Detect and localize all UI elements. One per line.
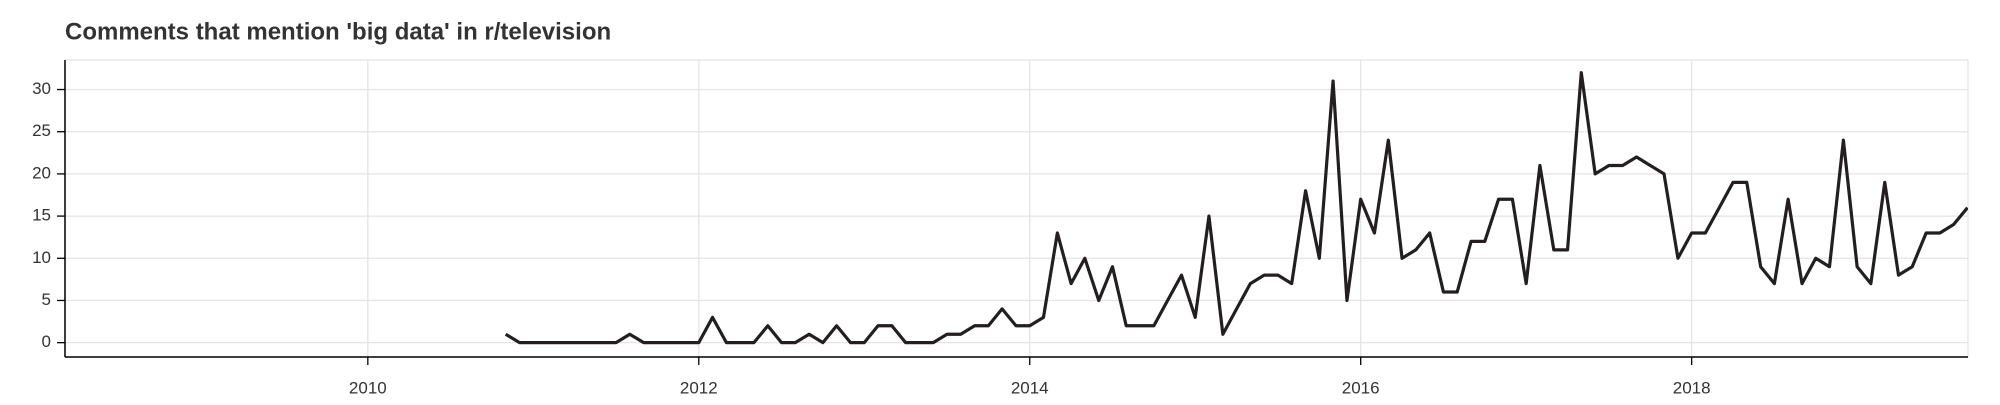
data-line [504, 71, 1968, 345]
x-tick-label: 2014 [1011, 378, 1049, 397]
x-tick-label: 2018 [1673, 378, 1711, 397]
y-tick-label: 10 [32, 248, 51, 267]
plot-area [504, 71, 1968, 345]
chart-title: Comments that mention 'big data' in r/te… [65, 18, 611, 45]
x-tick-label: 2016 [1342, 378, 1380, 397]
x-tick-label: 2012 [680, 378, 718, 397]
y-tick-label: 5 [42, 290, 51, 309]
y-tick-label: 15 [32, 206, 51, 225]
y-tick-label: 30 [32, 79, 51, 98]
x-tick-label: 2010 [349, 378, 387, 397]
y-tick-label: 0 [42, 332, 51, 351]
y-tick-label: 25 [32, 121, 51, 140]
y-tick-label: 20 [32, 163, 51, 182]
plot-border [64, 59, 1969, 358]
